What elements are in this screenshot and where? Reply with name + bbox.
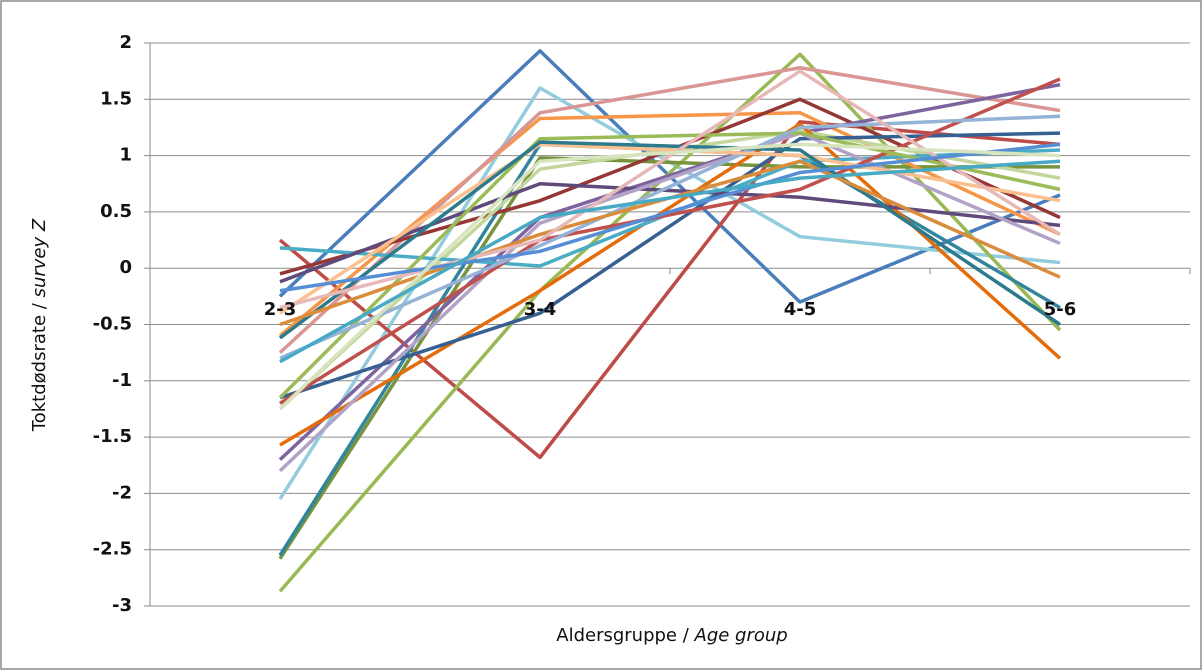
- series-line: [278, 142, 1061, 411]
- labels: -3 -2.5 -2 -1.5 -1 -0.5 0 0.5 1 1.5 2 2-3 3-4 4-5 5-6: [93, 32, 1077, 616]
- series-line: [278, 156, 1060, 560]
- y-tick-label: 0.5: [100, 201, 132, 222]
- y-tick-label: -0.5: [93, 314, 132, 335]
- y-tick-label: -1: [112, 370, 132, 391]
- y-axis-title: Toktdødsrate / survey Z: [29, 218, 50, 432]
- y-tick-label: 2: [119, 32, 132, 53]
- x-tick-label: 2-3: [264, 299, 297, 320]
- y-tick-label: 1.5: [100, 88, 132, 109]
- series-line: [279, 142, 1061, 315]
- y-tick-label: 1: [119, 145, 132, 166]
- y-axis-title-italic: survey Z: [29, 218, 50, 297]
- series-line: [278, 52, 1062, 593]
- x-tick-label: 4-5: [784, 299, 817, 320]
- series-line: [279, 142, 1061, 293]
- series-line: [279, 182, 1061, 284]
- y-axis-title-main: Toktdødsrate /: [29, 297, 50, 432]
- series-line: [278, 131, 1061, 399]
- y-tick-label: -3: [112, 595, 132, 616]
- series-line: [278, 140, 1061, 340]
- series-line: [278, 82, 1061, 461]
- series-line: [279, 77, 1061, 405]
- y-tick-label: 0: [119, 257, 132, 278]
- series-line: [279, 122, 1062, 447]
- y-tick-label: -2: [112, 482, 132, 503]
- series-line: [279, 69, 1061, 310]
- x-axis-title: Aldersgruppe / Age group: [556, 625, 787, 646]
- series-line: [278, 131, 1061, 473]
- y-tick-label: -2.5: [93, 539, 132, 560]
- series-lines: [278, 49, 1062, 593]
- series-line: [279, 114, 1061, 360]
- x-axis-title-main: Aldersgruppe /: [556, 625, 694, 646]
- series-line: [279, 159, 1061, 364]
- x-tick-label: 3-4: [524, 299, 557, 320]
- y-tick-label: -1.5: [93, 426, 132, 447]
- x-axis-title-italic: Age group: [694, 625, 788, 646]
- x-tick-label: 5-6: [1044, 299, 1077, 320]
